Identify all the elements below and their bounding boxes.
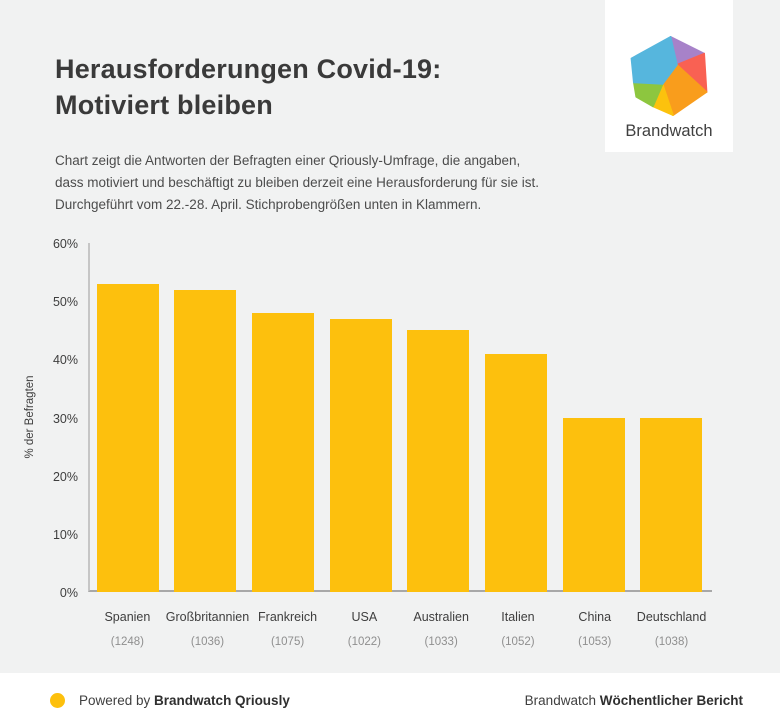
bar-cell bbox=[555, 243, 633, 592]
brandwatch-logo-box: Brandwatch bbox=[605, 0, 733, 152]
x-label-cell: Großbritannien (1036) bbox=[166, 610, 249, 648]
bar bbox=[96, 283, 159, 592]
footer-attribution: Powered by Brandwatch Qriously bbox=[50, 693, 290, 708]
country-label: Großbritannien bbox=[165, 610, 250, 624]
chart-description: Chart zeigt die Antworten der Befragten … bbox=[55, 153, 540, 212]
bar bbox=[174, 289, 237, 592]
page-title: Herausforderungen Covid-19: Motiviert bl… bbox=[55, 54, 442, 120]
y-tick-label: 40% bbox=[52, 353, 78, 368]
bar-cell bbox=[89, 243, 167, 592]
bars-row bbox=[89, 243, 710, 592]
sample-size-label: (1075) bbox=[270, 636, 305, 648]
qriously-dot-icon bbox=[50, 693, 65, 708]
y-tick-label: 60% bbox=[52, 237, 78, 251]
footer-report-name: Brandwatch Wöchentlicher Bericht bbox=[524, 693, 743, 708]
bar bbox=[252, 312, 315, 592]
x-label-cell: Spanien (1248) bbox=[89, 610, 166, 648]
y-tick-label: 20% bbox=[52, 469, 78, 484]
sample-size-label: (1038) bbox=[654, 636, 689, 648]
bar-cell bbox=[477, 243, 555, 592]
bar bbox=[640, 417, 703, 592]
x-label-cell: Italien (1052) bbox=[480, 610, 557, 648]
x-label-cell: Australien (1033) bbox=[403, 610, 480, 648]
x-label-cell: China (1053) bbox=[556, 610, 633, 648]
x-labels-row: Spanien (1248) Großbritannien (1036) Frankre… bbox=[89, 610, 710, 648]
bar bbox=[407, 330, 470, 592]
y-axis-ticks: 0% 10% 20% 30% 40% 50% 60% bbox=[0, 237, 78, 600]
bar bbox=[562, 417, 625, 592]
country-label: Italien bbox=[501, 610, 535, 624]
country-label: Australien bbox=[413, 610, 469, 624]
powered-by-text: Powered by Brandwatch Qriously bbox=[79, 693, 290, 708]
sample-size-label: (1248) bbox=[110, 636, 145, 648]
sample-size-label: (1022) bbox=[347, 636, 381, 648]
country-label: USA bbox=[351, 610, 378, 624]
y-tick-label: 10% bbox=[52, 527, 78, 542]
bar-cell bbox=[400, 243, 478, 592]
bar-cell bbox=[322, 243, 400, 592]
y-tick-label: 0% bbox=[59, 586, 78, 600]
country-label: Deutschland bbox=[636, 610, 707, 624]
bar-cell bbox=[632, 243, 710, 592]
country-label: Frankreich bbox=[258, 610, 318, 624]
x-label-cell: Deutschland (1038) bbox=[633, 610, 710, 648]
bar bbox=[329, 318, 392, 592]
bar-cell bbox=[244, 243, 322, 592]
brandwatch-hexagon-icon bbox=[630, 36, 708, 116]
sample-size-label: (1052) bbox=[501, 636, 535, 648]
brand-name: Brandwatch bbox=[625, 122, 713, 140]
country-label: China bbox=[578, 610, 612, 624]
footer: Powered by Brandwatch Qriously Brandwatc… bbox=[0, 673, 780, 728]
plot-area bbox=[88, 243, 712, 592]
x-label-cell: USA (1022) bbox=[326, 610, 403, 648]
sample-size-label: (1053) bbox=[578, 636, 612, 648]
y-tick-label: 50% bbox=[52, 295, 78, 310]
bar bbox=[484, 353, 547, 592]
sample-size-label: (1033) bbox=[424, 636, 458, 648]
country-label: Spanien bbox=[104, 610, 151, 624]
sample-size-label: (1036) bbox=[190, 636, 225, 648]
y-tick-label: 30% bbox=[52, 411, 78, 426]
bar-cell bbox=[167, 243, 245, 592]
x-label-cell: Frankreich (1075) bbox=[249, 610, 326, 648]
